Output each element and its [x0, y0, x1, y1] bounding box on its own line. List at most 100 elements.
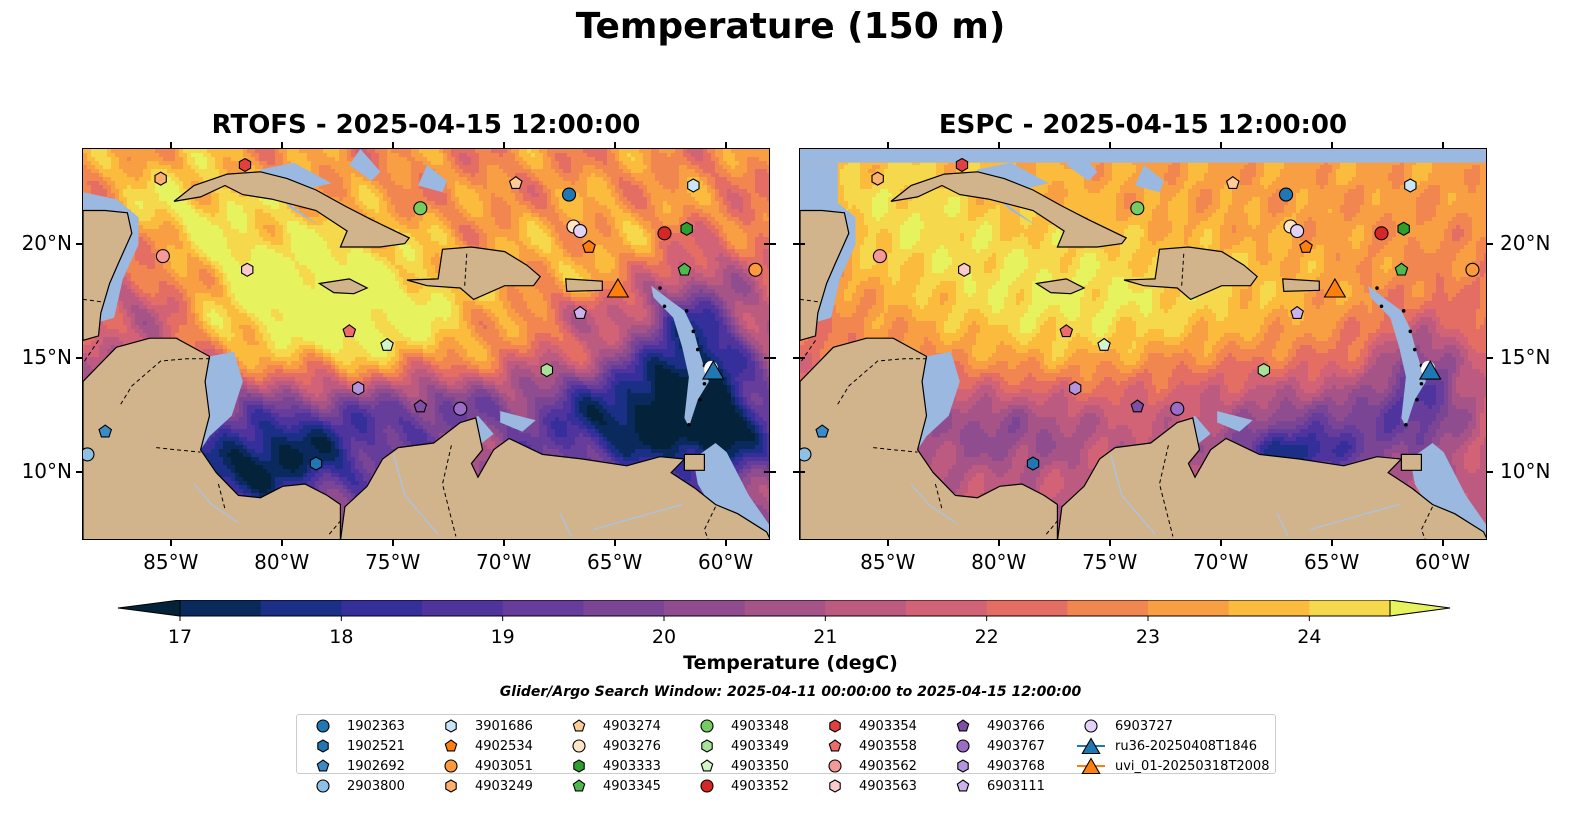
- espc-float-1902363: [1278, 187, 1294, 202]
- legend-label: 1902521: [347, 739, 405, 754]
- lon-tick-mark: [169, 142, 172, 148]
- legend-marker-hexagon: [317, 739, 329, 753]
- lat-tick-mark: [793, 470, 805, 473]
- legend-float-marker: [573, 759, 585, 773]
- espc-land-1: [800, 209, 850, 342]
- rtofs-land-5: [317, 278, 369, 295]
- legend: 1902363 1902521 1902692 2903800 3901686 49025…: [296, 714, 1276, 794]
- legend-marker-hexagon: [701, 739, 713, 753]
- rtofs-border-7: [703, 506, 716, 539]
- espc-float-4903563: [958, 262, 971, 277]
- rtofs-float-4902534: [582, 239, 596, 253]
- lat-tick-mark: [793, 242, 805, 245]
- legend-marker-triangle-line: [1077, 737, 1105, 755]
- espc-island-5: [1415, 397, 1419, 402]
- legend-float-marker: [316, 719, 330, 733]
- lat-tick-mark: [1487, 470, 1493, 473]
- espc-panel-title: ESPC - 2025-04-15 12:00:00: [799, 110, 1487, 140]
- espc-shelf-4: [1135, 165, 1164, 193]
- lon-tick-label: 65°W: [1302, 550, 1362, 574]
- lon-tick-label: 65°W: [585, 550, 645, 574]
- espc-border-7: [1420, 506, 1433, 539]
- lon-tick-mark: [391, 142, 394, 148]
- lon-tick-mark: [280, 540, 283, 546]
- espc-island-8: [1375, 286, 1379, 290]
- legend-item: 4903274: [561, 716, 661, 736]
- rtofs-island-7: [662, 304, 667, 309]
- espc-map[interactable]: [799, 148, 1487, 540]
- legend-label: 6903727: [1115, 719, 1173, 734]
- lon-tick-mark: [886, 540, 889, 546]
- rtofs-island-5: [698, 397, 702, 402]
- espc-island-0: [1401, 309, 1406, 313]
- legend-label: 3901686: [475, 719, 533, 734]
- rtofs-shelf-5: [349, 149, 381, 181]
- colorbar-label: Temperature (degC): [0, 652, 1581, 674]
- rtofs-land-2: [340, 417, 769, 539]
- rtofs-river-0: [393, 454, 439, 535]
- legend-item: 4903766: [945, 716, 1045, 736]
- legend-float-marker: [956, 739, 970, 753]
- legend-float-marker: [828, 759, 842, 773]
- legend-float-marker: [316, 779, 330, 793]
- legend-label: 4903563: [859, 779, 917, 794]
- legend-float-marker: [317, 739, 329, 753]
- lon-tick-mark: [1108, 540, 1111, 546]
- lon-tick-mark: [724, 142, 727, 148]
- colorbar-bin-5: [583, 600, 665, 616]
- legend-label: 4903558: [859, 739, 917, 754]
- rtofs-shelf-4: [418, 165, 447, 193]
- legend-label: 4903274: [603, 719, 661, 734]
- legend-marker-pentagon: [700, 759, 714, 772]
- rtofs-map[interactable]: [82, 148, 770, 540]
- espc-float-6903111: [1290, 305, 1304, 319]
- legend-item: 1902521: [305, 736, 405, 756]
- legend-float-marker: [829, 779, 841, 793]
- legend-label: 1902363: [347, 719, 405, 734]
- rtofs-island-1: [691, 329, 696, 334]
- rtofs-float-4903274: [508, 176, 523, 189]
- legend-label: 4903768: [987, 759, 1045, 774]
- legend-item: 3901686: [433, 716, 533, 736]
- legend-item: 4903276: [561, 736, 661, 756]
- legend-glider-marker: [1081, 757, 1101, 775]
- legend-float-marker: [956, 779, 970, 792]
- espc-land-4: [1123, 246, 1259, 301]
- colorbar-bin-13: [1228, 600, 1310, 616]
- lon-tick-mark: [1219, 142, 1222, 148]
- rtofs-float-4903249: [154, 171, 167, 186]
- legend-label: 4903333: [603, 759, 661, 774]
- legend-float-marker: [700, 759, 714, 772]
- rtofs-float-4903563: [241, 262, 254, 277]
- espc-shelf-6: [1368, 285, 1426, 427]
- legend-item: 4902534: [433, 736, 533, 756]
- legend-marker-pentagon: [572, 779, 586, 792]
- legend-item: 4903333: [561, 756, 661, 776]
- lat-tick-label-left: 10°N: [10, 459, 72, 483]
- colorbar-frame: [179, 600, 1391, 617]
- lat-tick-mark: [764, 470, 776, 473]
- legend-float-marker: [829, 719, 841, 733]
- legend-float-marker: [445, 719, 457, 733]
- colorbar-extend-high: [1389, 600, 1451, 617]
- espc-shelf-7: [1217, 411, 1253, 432]
- colorbar-tick-label: 18: [329, 626, 353, 648]
- legend-float-marker: [701, 739, 713, 753]
- colorbar-extend-low: [117, 600, 181, 617]
- rtofs-glider-ru36-20250408T1846: [701, 360, 725, 380]
- rtofs-shelf-9: [693, 443, 769, 539]
- legend-label: 4903051: [475, 759, 533, 774]
- espc-float-4903349: [1257, 362, 1271, 378]
- legend-item: 4903767: [945, 736, 1045, 756]
- legend-item: 6903727: [1073, 716, 1173, 736]
- rtofs-shelf-1: [176, 338, 243, 450]
- legend-float-marker: [957, 759, 969, 773]
- legend-float-marker: [572, 739, 586, 753]
- lon-tick-label: 75°W: [363, 550, 423, 574]
- search-window-text: Glider/Argo Search Window: 2025-04-11 00…: [0, 684, 1581, 700]
- lon-tick-label: 75°W: [1080, 550, 1140, 574]
- rtofs-border-1: [83, 340, 99, 364]
- colorbar-bin-10: [986, 600, 1068, 616]
- legend-item: 4903563: [817, 776, 917, 796]
- rtofs-float-4903766: [413, 399, 428, 413]
